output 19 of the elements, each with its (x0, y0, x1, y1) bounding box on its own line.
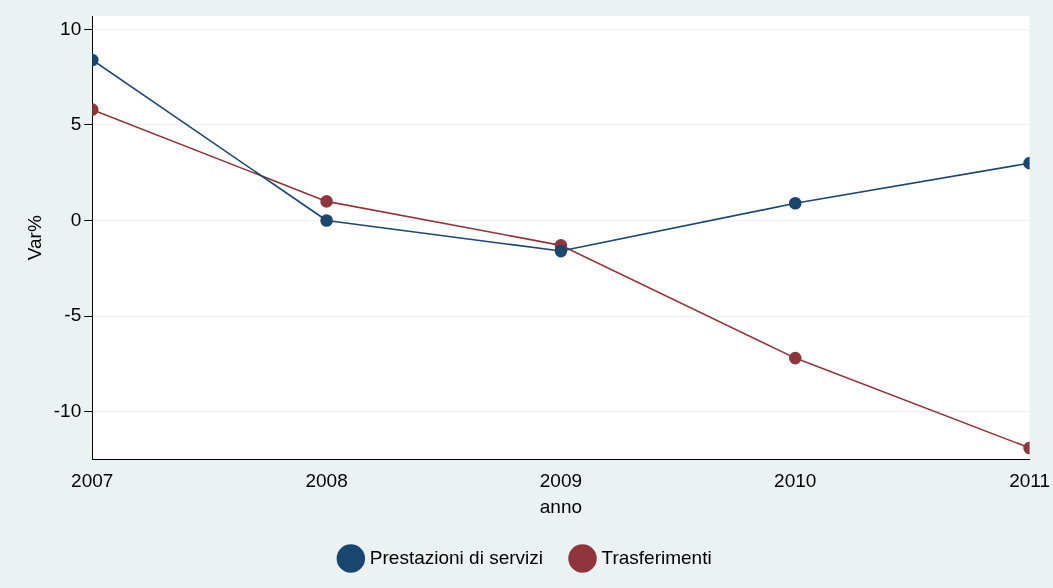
point (788, 351, 802, 365)
x-tick-label: 2009 (539, 470, 583, 492)
x-axis-title: anno (539, 495, 583, 517)
point (320, 214, 333, 227)
x-tick-label: 2008 (305, 470, 348, 492)
point (320, 195, 333, 208)
point (554, 244, 568, 258)
legend-label: Trasferimenti (601, 546, 712, 568)
y-axis-title: Var% (23, 215, 45, 261)
y-tick-label: 0 (70, 208, 82, 230)
y-tick-label: 10 (60, 17, 82, 39)
y-tick-label: -5 (64, 304, 82, 326)
y-tick-label: 5 (70, 113, 82, 135)
y-tick-label: -10 (53, 399, 82, 421)
x-tick-label: 2011 (1009, 470, 1050, 492)
x-tick-label: 2007 (71, 470, 114, 492)
x-tick-label: 2010 (774, 470, 817, 492)
point (788, 197, 802, 210)
legend-label: Prestazioni di servizi (369, 546, 544, 568)
